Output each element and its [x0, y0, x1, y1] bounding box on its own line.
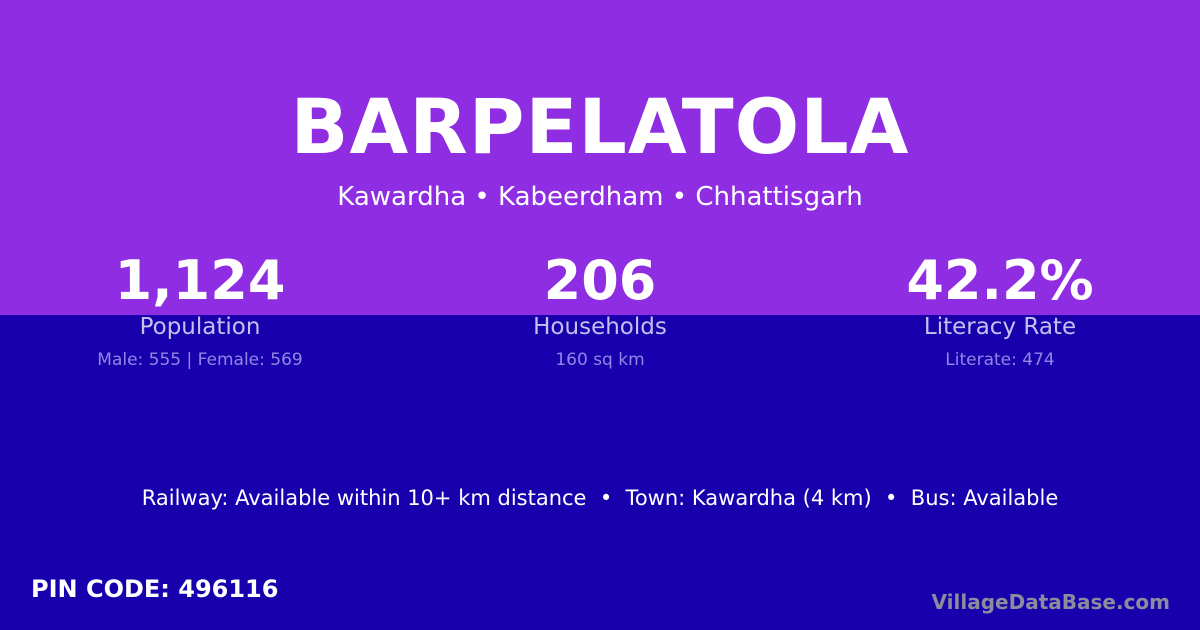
- stat-label: Literacy Rate: [923, 314, 1077, 340]
- connectivity-info: Railway: Available within 10+ km distanc…: [141, 486, 1059, 510]
- stat-label: Households: [533, 314, 667, 340]
- header-band: [0, 0, 1200, 315]
- location-breadcrumb: Kawardha • Kabeerdham • Chhattisgarh: [337, 182, 863, 212]
- stat-value: 42.2%: [906, 249, 1094, 312]
- stat-households: 206 Households 160 sq km: [400, 248, 800, 370]
- stat-literacy: 42.2% Literacy Rate Literate: 474: [800, 248, 1200, 370]
- pin-code: PIN CODE: 496116: [31, 575, 279, 603]
- stat-value: 206: [543, 249, 657, 312]
- stat-population: 1,124 Population Male: 555 | Female: 569: [0, 248, 400, 370]
- stat-detail: Male: 555 | Female: 569: [97, 350, 303, 370]
- stat-value: 1,124: [114, 249, 286, 312]
- stat-detail: Literate: 474: [945, 350, 1055, 370]
- brand-logo: VillageDataBase.com: [931, 590, 1170, 614]
- village-title: BARPELATOLA: [290, 82, 910, 171]
- stat-label: Population: [139, 314, 261, 340]
- stat-detail: 160 sq km: [555, 350, 645, 370]
